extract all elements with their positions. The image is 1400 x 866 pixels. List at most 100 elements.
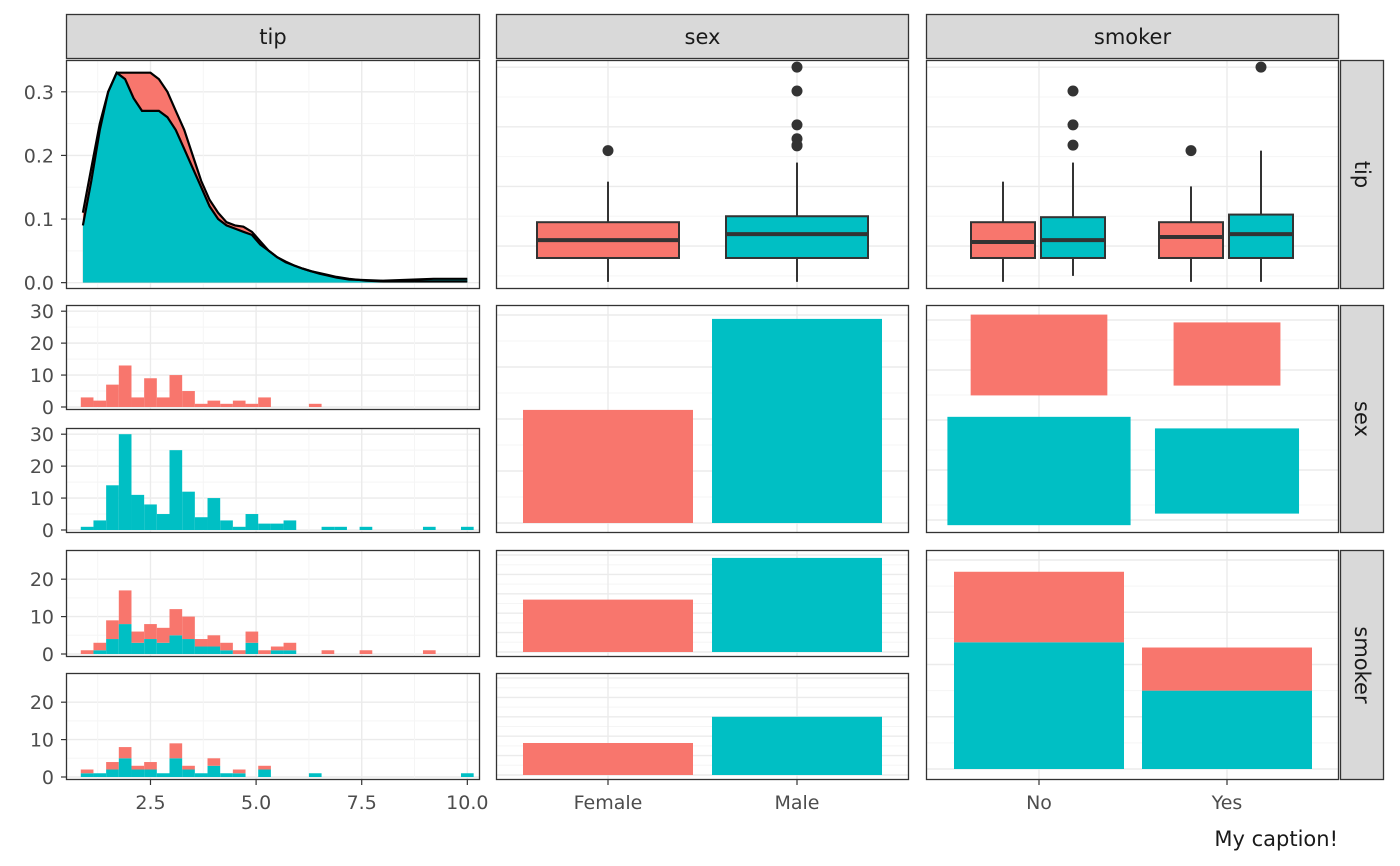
row-strip (1339, 59, 1385, 290)
panel-border (495, 304, 910, 534)
histogram-bar (118, 590, 132, 625)
outlier-point (1067, 139, 1079, 151)
hist-sex-female-y-tick-label: 30 (30, 301, 54, 323)
histogram-bar (194, 517, 208, 530)
histogram-bar (144, 378, 157, 407)
histogram-bar (270, 650, 284, 654)
histogram-bar (131, 494, 145, 530)
histogram-bar (245, 403, 259, 407)
histogram-bar (156, 627, 170, 643)
histogram-bar (258, 397, 271, 407)
histogram-bar (182, 639, 195, 654)
histogram-bar (169, 758, 183, 777)
panel-border (495, 549, 910, 658)
panel-border (65, 427, 481, 534)
histogram-bar (106, 769, 119, 777)
histogram-bar (169, 635, 183, 654)
histogram-bar (118, 758, 132, 777)
boxplot-sex-panel (495, 59, 910, 290)
histogram-bar (156, 642, 170, 654)
density-panel (65, 59, 481, 290)
histogram-bar (169, 609, 183, 636)
hist-smoker-no (65, 549, 481, 658)
hist-sex-male-y-tick-label: 20 (30, 456, 54, 478)
bar-yes-male (1142, 690, 1312, 769)
histogram-bar (258, 650, 271, 654)
panel-background (66, 673, 480, 780)
histogram-bar (232, 526, 246, 530)
histogram-bar (131, 769, 145, 777)
histogram-bar (144, 504, 157, 530)
boxplot-male (725, 61, 869, 282)
histogram-bar (118, 434, 132, 530)
column-strip-label: tip (259, 25, 286, 49)
histogram-bar (207, 765, 221, 777)
boxplot-smoker-group (1228, 61, 1294, 282)
sex-x-tick-label: Female (574, 792, 643, 814)
column-strip (925, 13, 1340, 60)
bar-smoker-panel (925, 549, 1340, 781)
outlier-point (1185, 145, 1197, 157)
hist-sex-male-y-tick-label: 30 (30, 424, 54, 446)
histogram-bar (182, 769, 195, 777)
outlier-point (1067, 119, 1079, 131)
bar-male (712, 318, 882, 523)
hist-sex-male (65, 427, 481, 534)
facet-strips: tip sex smoker tip sex smoker (65, 13, 1385, 781)
histogram-bar (93, 650, 107, 654)
bar-male (712, 557, 882, 652)
tip-x-tick-label: 10.0 (446, 792, 488, 814)
histogram-bar (144, 639, 157, 654)
histogram-bar (93, 520, 107, 530)
density-y-tick-label: 0.2 (24, 145, 54, 167)
histogram-bar (220, 642, 233, 651)
hist-sex-female (65, 304, 481, 411)
histogram-bar (194, 639, 208, 647)
tile-yes-female (1173, 322, 1281, 386)
box (1158, 221, 1224, 259)
row-strip-label: smoker (1350, 626, 1374, 704)
bar-no-male (954, 642, 1124, 769)
histogram-bar (232, 773, 246, 777)
histogram-bar (131, 631, 145, 643)
histogram-bar (106, 620, 119, 640)
panel-border (925, 304, 1340, 534)
column-strip (495, 13, 910, 60)
histogram-bar (144, 769, 157, 777)
bar-male (712, 716, 882, 775)
box (1040, 216, 1106, 259)
panel-background (66, 305, 480, 410)
histogram-bar (460, 526, 474, 530)
histogram-bar (144, 762, 157, 770)
histogram-bar (80, 526, 94, 530)
histogram-bar (308, 773, 322, 777)
hist-sex-female-y-tick-label: 10 (30, 365, 54, 387)
histogram-bar (207, 758, 221, 766)
panel-border (65, 672, 481, 781)
bar-yes-female (1142, 647, 1312, 691)
histogram-bar (334, 526, 347, 530)
box (1228, 213, 1294, 259)
outlier-point (791, 61, 803, 73)
histogram-bar (169, 743, 183, 759)
histogram-bar (80, 397, 94, 407)
histogram-bar (207, 646, 221, 654)
histogram-bar (359, 650, 373, 654)
outlier-point (1067, 85, 1079, 97)
histogram-bar (131, 397, 145, 407)
bar-female (523, 599, 693, 652)
histogram-bar (207, 635, 221, 647)
histogram-bar (182, 491, 195, 530)
boxplot-smoker-panel (925, 59, 1340, 290)
histogram-bar (182, 765, 195, 770)
caption: My caption! (1214, 827, 1338, 851)
row-strip (1339, 549, 1385, 781)
histogram-bar (182, 391, 195, 407)
box (725, 215, 869, 259)
histogram-bar (194, 646, 208, 654)
tile-no-female (970, 314, 1108, 396)
hist-sex-male-y-tick-label: 0 (42, 520, 54, 542)
histogram-bar (321, 650, 335, 654)
tip-x-tick-label: 5.0 (241, 792, 271, 814)
